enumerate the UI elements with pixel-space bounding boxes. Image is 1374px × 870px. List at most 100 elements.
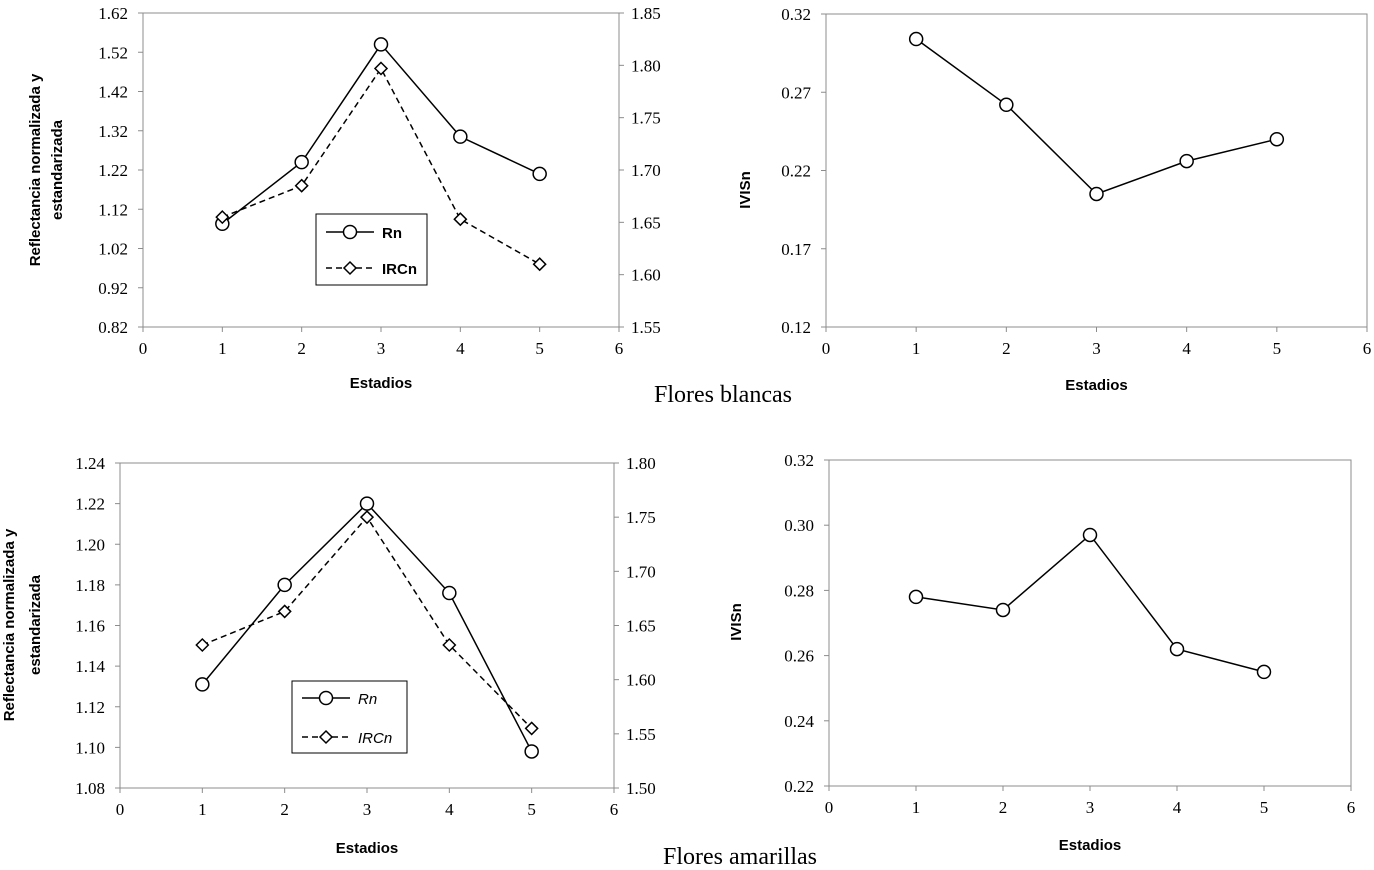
y2-tick-label: 1.60	[631, 266, 661, 285]
x-tick-label: 2	[297, 339, 306, 358]
legend-label-rn: Rn	[358, 691, 377, 708]
x-tick-label: 5	[527, 800, 536, 819]
y2-tick-label: 1.70	[626, 562, 656, 581]
data-point-ircn	[442, 637, 457, 653]
caption-flores-blancas: Flores blancas	[654, 382, 792, 408]
y-axis-title-line2: estandarizada	[49, 119, 66, 220]
x-tick-label: 0	[822, 339, 831, 358]
data-point-ircn	[359, 510, 375, 525]
chart-yellow-ivisn: 0 1 2 3 4 5 6 0.22 0.24 0.26 0.28 0.30 0.32 Estadios I…	[728, 451, 1355, 854]
y-tick-label: 0.22	[784, 777, 814, 796]
data-point-rn	[277, 577, 292, 593]
data-point-ivisn	[1179, 153, 1194, 169]
legend-label-ircn: IRCn	[382, 261, 417, 278]
y-tick-label: 0.82	[98, 318, 128, 337]
y2-tick-label: 1.55	[626, 725, 656, 744]
y-tick-label: 1.12	[75, 698, 105, 717]
legend-box	[291, 680, 408, 754]
y-tick-label: 0.32	[784, 451, 814, 470]
data-point-rn	[195, 677, 210, 692]
data-point-rn	[532, 166, 547, 182]
x-tick-label: 2	[999, 798, 1008, 817]
y-tick-label: 1.08	[75, 779, 105, 798]
y2-tick-label: 1.75	[631, 109, 661, 128]
x-tick-label: 4	[1173, 798, 1182, 817]
data-point-rn	[524, 744, 539, 759]
y-tick-label: 1.24	[75, 454, 105, 473]
y2-tick-label: 1.55	[631, 318, 661, 337]
data-point-ivisn	[999, 97, 1014, 113]
x-axis-title: Estadios	[1065, 377, 1128, 394]
y-axis-title: Reflectancia normalizada y	[27, 73, 44, 266]
y-tick-label: 0.12	[781, 318, 811, 337]
plot-area	[828, 459, 1352, 787]
data-point-rn	[359, 496, 375, 511]
x-tick-label: 5	[1273, 339, 1282, 358]
x-tick-label: 2	[280, 800, 289, 819]
x-axis-title: Estadios	[336, 840, 399, 857]
y-tick-label: 1.18	[75, 576, 105, 595]
legend-marker-rn	[342, 224, 358, 240]
x-tick-label: 3	[1092, 339, 1101, 358]
data-point-ircn	[532, 257, 547, 272]
data-point-ircn	[453, 212, 468, 227]
x-tick-label: 4	[456, 339, 465, 358]
y-tick-label: 1.22	[98, 161, 128, 180]
data-point-ivisn	[1269, 131, 1285, 147]
x-tick-label: 6	[615, 339, 624, 358]
y-tick-label: 1.20	[75, 535, 105, 554]
y-tick-label: 1.62	[98, 4, 128, 23]
y-axis-title: IVISn	[728, 603, 745, 641]
y2-tick-label: 1.65	[626, 617, 656, 636]
y-tick-label: 0.30	[784, 516, 814, 535]
y-axis-title: IVISn	[737, 171, 754, 209]
y2-tick-label: 1.50	[626, 779, 656, 798]
data-point-ircn	[294, 178, 309, 193]
caption-flores-amarillas: Flores amarillas	[663, 844, 817, 870]
y-tick-label: 1.16	[75, 617, 105, 636]
y-tick-label: 1.10	[75, 738, 105, 757]
y-axis-title: Reflectancia normalizada y	[1, 528, 18, 721]
x-tick-label: 5	[535, 339, 544, 358]
data-point-ivisn	[1256, 664, 1272, 680]
y-tick-label: 1.32	[98, 122, 128, 141]
x-tick-label: 1	[198, 800, 207, 819]
data-point-ircn	[524, 721, 539, 736]
data-point-rn	[373, 37, 389, 52]
x-tick-label: 3	[1086, 798, 1095, 817]
y-axis-title-line2: estandarizada	[27, 574, 44, 675]
legend-label-ircn: IRCn	[358, 730, 392, 747]
x-tick-label: 4	[1182, 339, 1191, 358]
data-point-ivisn	[1082, 527, 1098, 543]
y-tick-label: 1.52	[98, 43, 128, 62]
y-tick-label: 1.22	[75, 495, 105, 514]
x-axis-title: Estadios	[1059, 837, 1122, 854]
x-tick-label: 1	[912, 798, 921, 817]
legend-marker-ircn	[318, 729, 334, 745]
legend-box	[315, 213, 428, 286]
data-point-rn	[442, 585, 457, 601]
y-tick-label: 0.26	[784, 647, 814, 666]
data-point-ivisn	[1089, 186, 1104, 202]
y-tick-label: 1.42	[98, 83, 128, 102]
y-tick-label: 0.92	[98, 279, 128, 298]
y-tick-label: 0.22	[781, 162, 811, 181]
x-tick-label: 0	[116, 800, 125, 819]
series-line-ivisn	[915, 533, 1265, 673]
data-point-ircn	[195, 637, 210, 653]
x-tick-label: 6	[1363, 339, 1372, 358]
x-tick-label: 6	[610, 800, 619, 819]
y-tick-label: 1.02	[98, 240, 128, 259]
y2-tick-label: 1.80	[626, 454, 656, 473]
y-tick-label: 0.28	[784, 581, 814, 600]
plot-area	[825, 13, 1368, 328]
y2-tick-label: 1.70	[631, 161, 661, 180]
y-tick-label: 0.32	[781, 5, 811, 24]
x-tick-label: 5	[1260, 798, 1269, 817]
y2-tick-label: 1.75	[626, 508, 656, 527]
y-tick-label: 0.27	[781, 83, 811, 102]
chart-white-reflectance: 0 1 2 3 4 5 6 0.82 0.92 1.02 1.12 1.22 1.32 1.42 1.52 1…	[27, 4, 661, 392]
data-point-ircn	[373, 61, 389, 76]
data-point-ivisn	[908, 589, 924, 605]
x-tick-label: 4	[445, 800, 454, 819]
